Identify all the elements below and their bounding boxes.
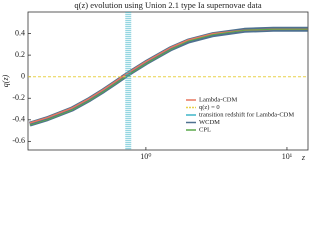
x-tick-label: 10⁰ (140, 152, 151, 161)
series-line (29, 28, 308, 126)
y-axis-label: q(z) (1, 74, 10, 87)
legend-label: WCDM (199, 119, 220, 126)
x-axis-label: z (301, 153, 306, 162)
legend-label: CPL (199, 126, 211, 133)
y-tick-label: -0.4 (12, 115, 25, 124)
legend-label: q(z) = 0 (199, 104, 220, 111)
series-line (29, 28, 308, 124)
legend-label: transition redshift for Lambda-CDM (199, 111, 294, 118)
y-tick-label: 0 (21, 72, 25, 81)
chart-title: q(z) evolution using Union 2.1 type Ia s… (74, 0, 261, 10)
page: q(z) evolution using Union 2.1 type Ia s… (0, 0, 309, 162)
y-tick-label: -0.2 (12, 93, 25, 102)
y-tick-label: -0.6 (12, 136, 25, 145)
y-tick-label: 0.4 (15, 28, 25, 37)
chart: q(z) evolution using Union 2.1 type Ia s… (1, 0, 309, 162)
y-tick-label: 0.2 (15, 50, 25, 59)
x-tick-label: 10¹ (282, 152, 293, 161)
plot-frame (27, 11, 309, 151)
legend-label: Lambda-CDM (199, 96, 237, 103)
